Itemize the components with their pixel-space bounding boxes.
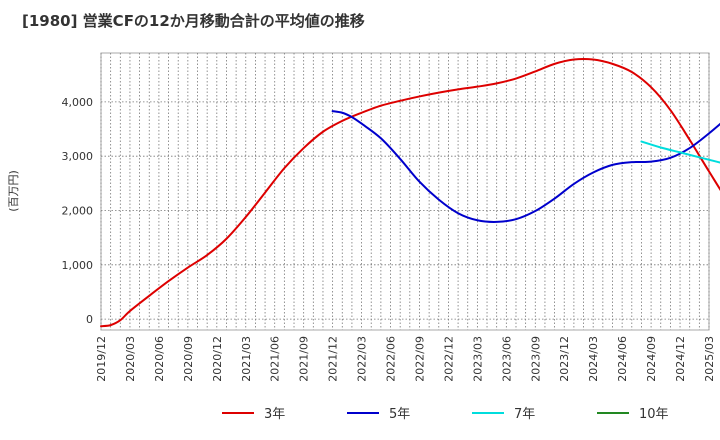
plot-area [100, 52, 710, 331]
x-tick-label: 2024/12 [674, 336, 687, 382]
x-tick-label: 2021/06 [269, 336, 282, 382]
x-tick-label: 2022/06 [385, 336, 398, 382]
x-tick-label: 2024/03 [587, 336, 600, 382]
chart-title: [1980] 営業CFの12か月移動合計の平均値の推移 [22, 12, 365, 30]
x-tick-label: 2021/09 [298, 336, 311, 382]
y-tick-label: 2,000 [62, 205, 94, 218]
y-tick-label: 3,000 [62, 150, 94, 163]
x-tick-label: 2025/03 [703, 336, 716, 382]
series-line-1 [100, 57, 720, 328]
series-line-3 [640, 140, 720, 164]
legend-label-3: 7年 [514, 407, 535, 422]
x-tick-label: 2019/12 [95, 336, 108, 382]
x-tick-label: 2021/03 [240, 336, 253, 382]
x-tick-label: 2023/03 [471, 336, 484, 382]
x-tick-label: 2020/09 [182, 336, 195, 382]
x-tick-label: 2023/06 [500, 336, 513, 382]
legend-label-4: 10年 [639, 407, 669, 422]
legend-label-1: 3年 [264, 407, 285, 422]
x-tick-label: 2022/03 [356, 336, 369, 382]
x-tick-label: 2021/12 [327, 336, 340, 382]
y-tick-label: 0 [86, 313, 93, 326]
x-tick-label: 2020/06 [153, 336, 166, 382]
x-tick-label: 2020/03 [124, 336, 137, 382]
x-axis-ticks: 2019/12 2020/03 2020/06 2020/09 2020/12 2021/… [95, 336, 716, 382]
legend-label-2: 5年 [389, 407, 410, 422]
x-tick-label: 2024/06 [616, 336, 629, 382]
y-tick-label: 1,000 [62, 259, 94, 272]
x-tick-label: 2022/09 [413, 336, 426, 382]
y-tick-label: 4,000 [62, 96, 94, 109]
series-layer [100, 57, 720, 328]
y-axis-ticks: 0 1,000 2,000 3,000 4,000 [62, 96, 94, 326]
y-axis-label: (百万円) [7, 170, 20, 212]
x-tick-label: 2022/12 [442, 336, 455, 382]
x-tick-label: 2023/12 [558, 336, 571, 382]
x-tick-label: 2020/12 [211, 336, 224, 382]
x-tick-label: 2024/09 [645, 336, 658, 382]
series-line-2 [331, 110, 720, 223]
x-tick-label: 2023/09 [529, 336, 542, 382]
legend: 3年 5年 7年 10年 [222, 407, 669, 422]
